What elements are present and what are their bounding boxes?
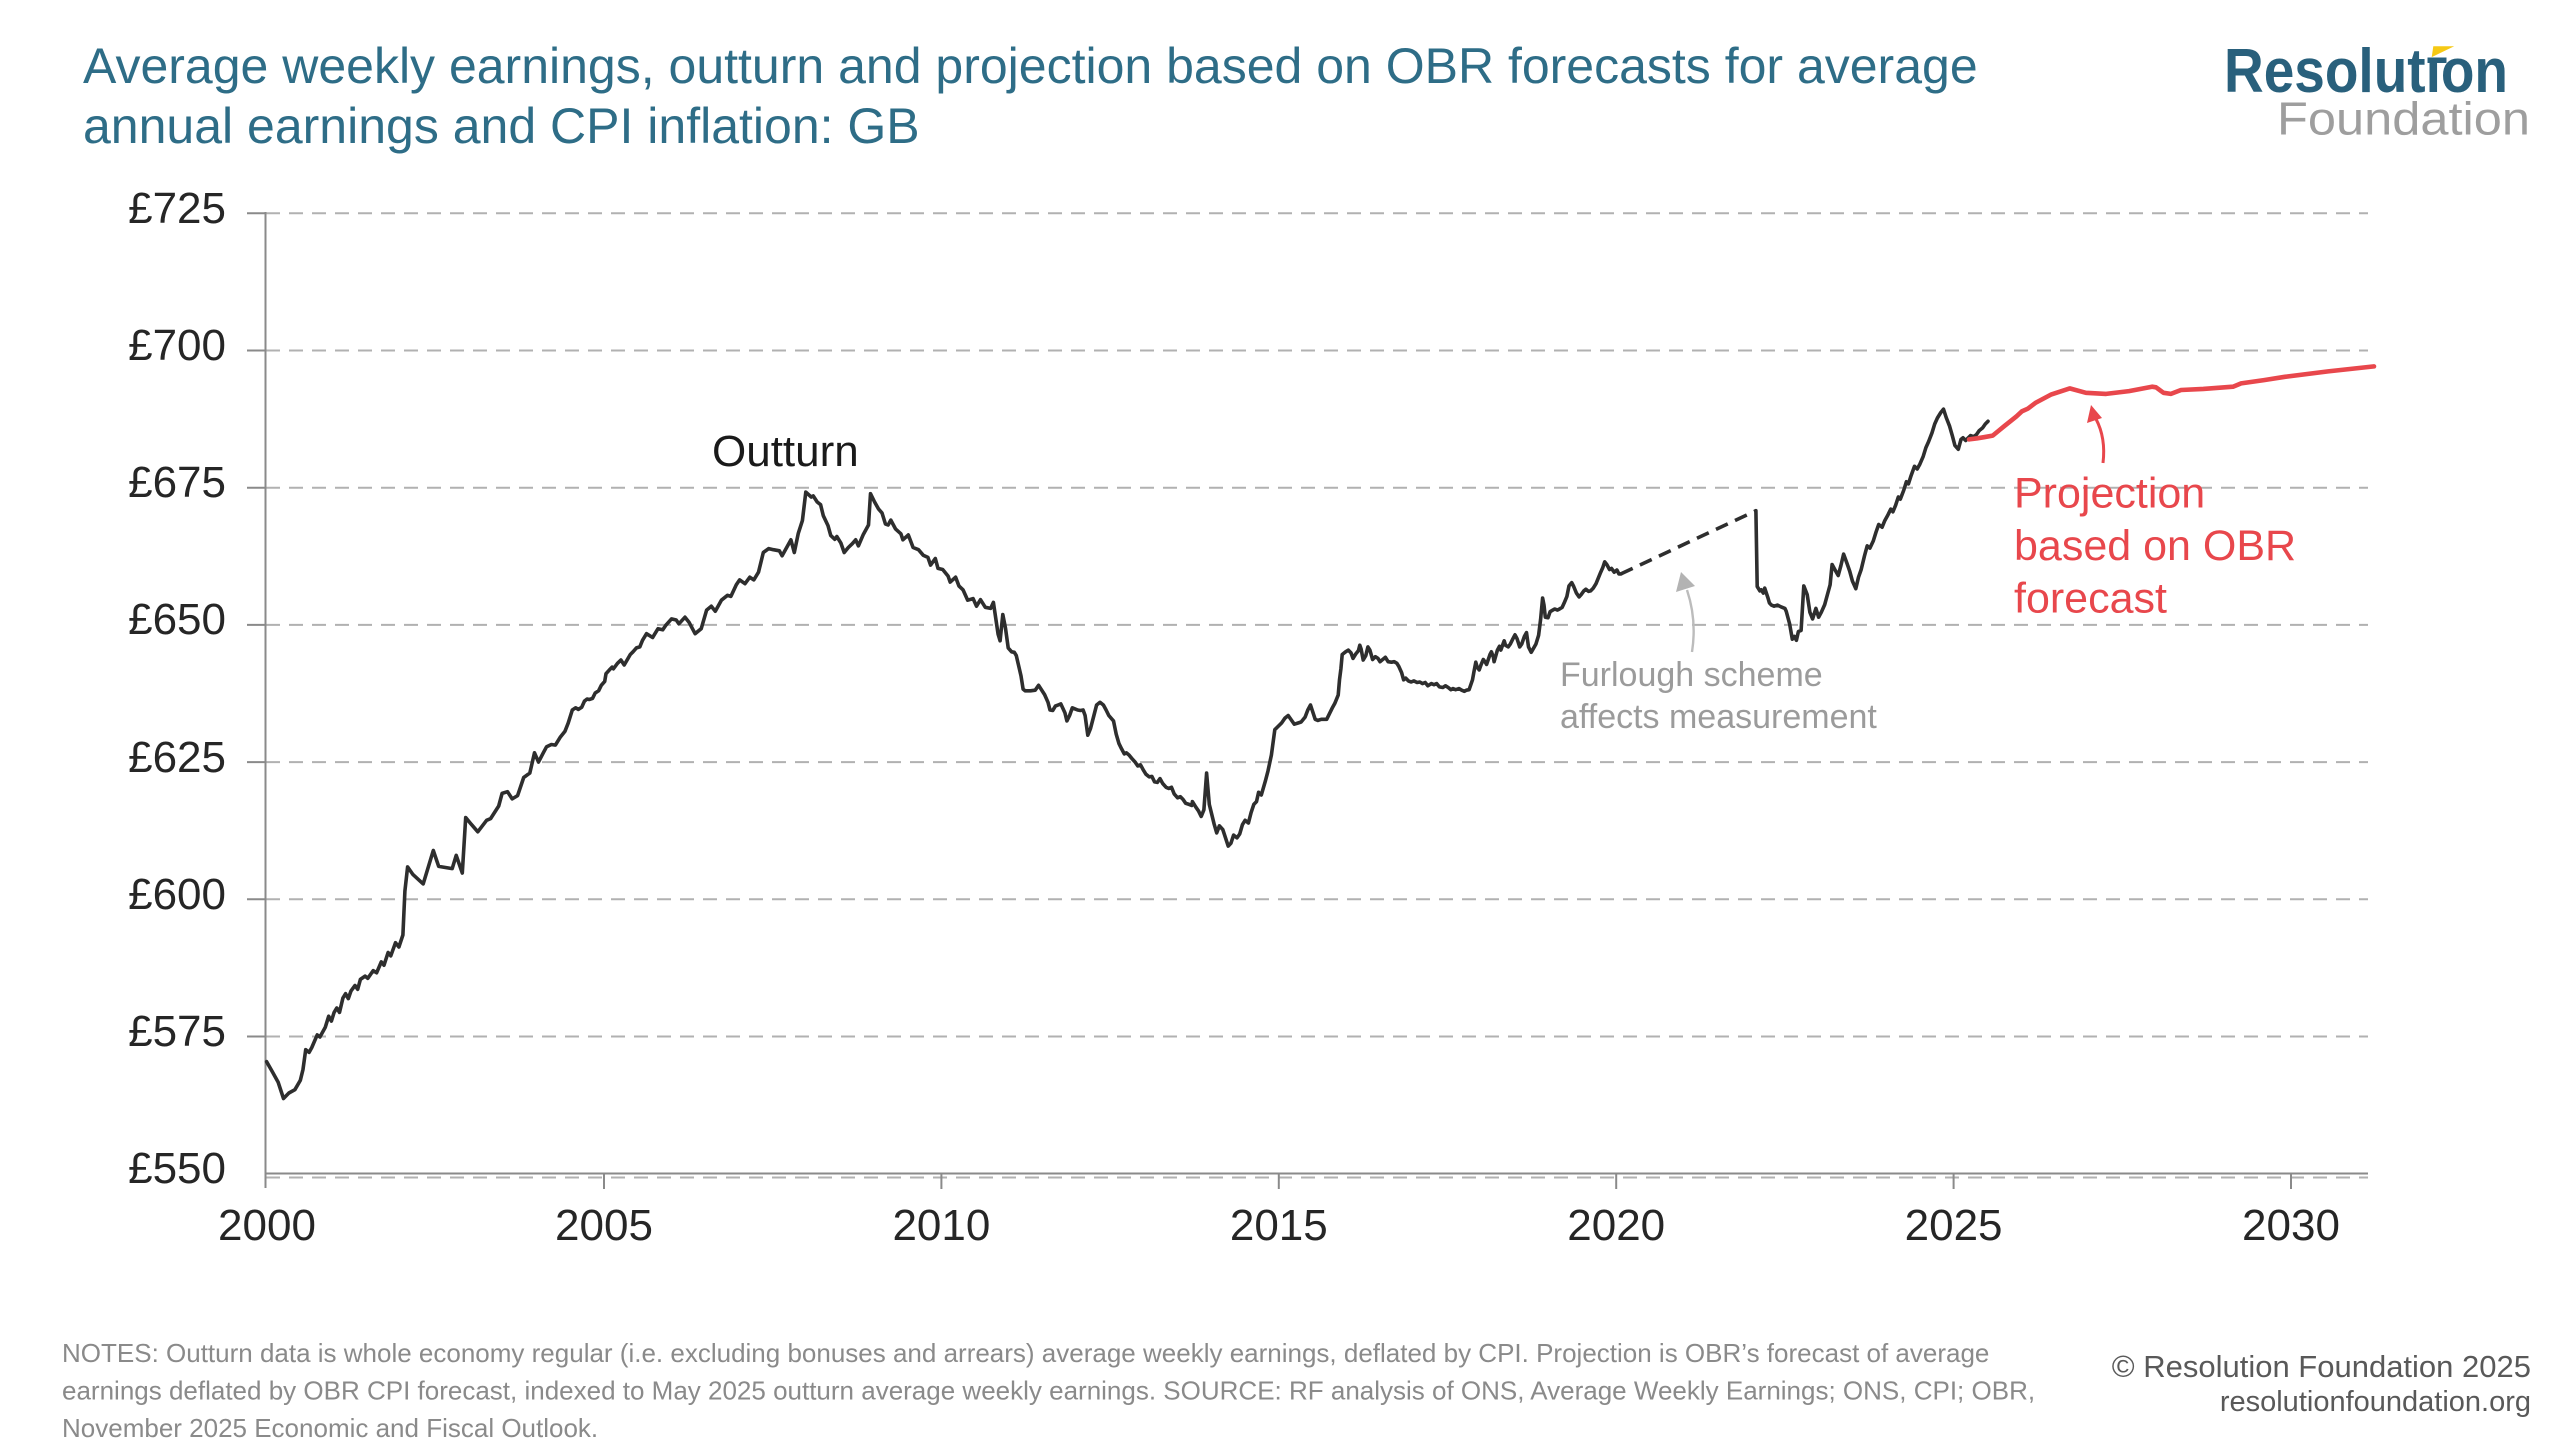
svg-text:Resolutıon: Resolutıon [2224, 37, 2508, 106]
svg-text:£550: £550 [128, 1144, 226, 1193]
svg-text:2020: 2020 [1567, 1201, 1665, 1250]
svg-text:affects measurement: affects measurement [1560, 698, 1877, 736]
svg-text:annual earnings and CPI inflat: annual earnings and CPI inflation: GB [83, 98, 920, 154]
svg-text:2000: 2000 [218, 1201, 316, 1250]
svg-text:resolutionfoundation.org: resolutionfoundation.org [2220, 1386, 2531, 1418]
svg-text:£700: £700 [128, 321, 226, 370]
svg-text:Projection: Projection [2014, 470, 2205, 518]
svg-text:based on OBR: based on OBR [2014, 522, 2296, 570]
svg-text:forecast: forecast [2014, 575, 2167, 623]
svg-text:Average weekly earnings, outtu: Average weekly earnings, outturn and pro… [83, 38, 1978, 94]
svg-text:£600: £600 [128, 870, 226, 919]
svg-text:£725: £725 [128, 184, 226, 233]
svg-text:£575: £575 [128, 1007, 226, 1056]
svg-text:2005: 2005 [555, 1201, 653, 1250]
svg-text:November 2025 Economic and Fis: November 2025 Economic and Fiscal Outloo… [62, 1413, 598, 1440]
svg-text:Foundation: Foundation [2277, 93, 2530, 145]
svg-text:£650: £650 [128, 595, 226, 644]
svg-text:NOTES: Outturn data is whole e: NOTES: Outturn data is whole economy reg… [62, 1338, 1989, 1368]
svg-text:2010: 2010 [892, 1201, 990, 1250]
svg-text:£675: £675 [128, 458, 226, 507]
svg-text:Furlough scheme: Furlough scheme [1560, 656, 1823, 694]
svg-text:Outturn: Outturn [712, 427, 859, 476]
svg-text:2015: 2015 [1230, 1201, 1328, 1250]
svg-text:£625: £625 [128, 733, 226, 782]
svg-text:earnings deflated by OBR CPI f: earnings deflated by OBR CPI forecast, i… [62, 1376, 2035, 1406]
svg-text:© Resolution Foundation 2025: © Resolution Foundation 2025 [2112, 1349, 2531, 1384]
svg-text:2025: 2025 [1905, 1201, 2003, 1250]
svg-text:2030: 2030 [2242, 1201, 2340, 1250]
